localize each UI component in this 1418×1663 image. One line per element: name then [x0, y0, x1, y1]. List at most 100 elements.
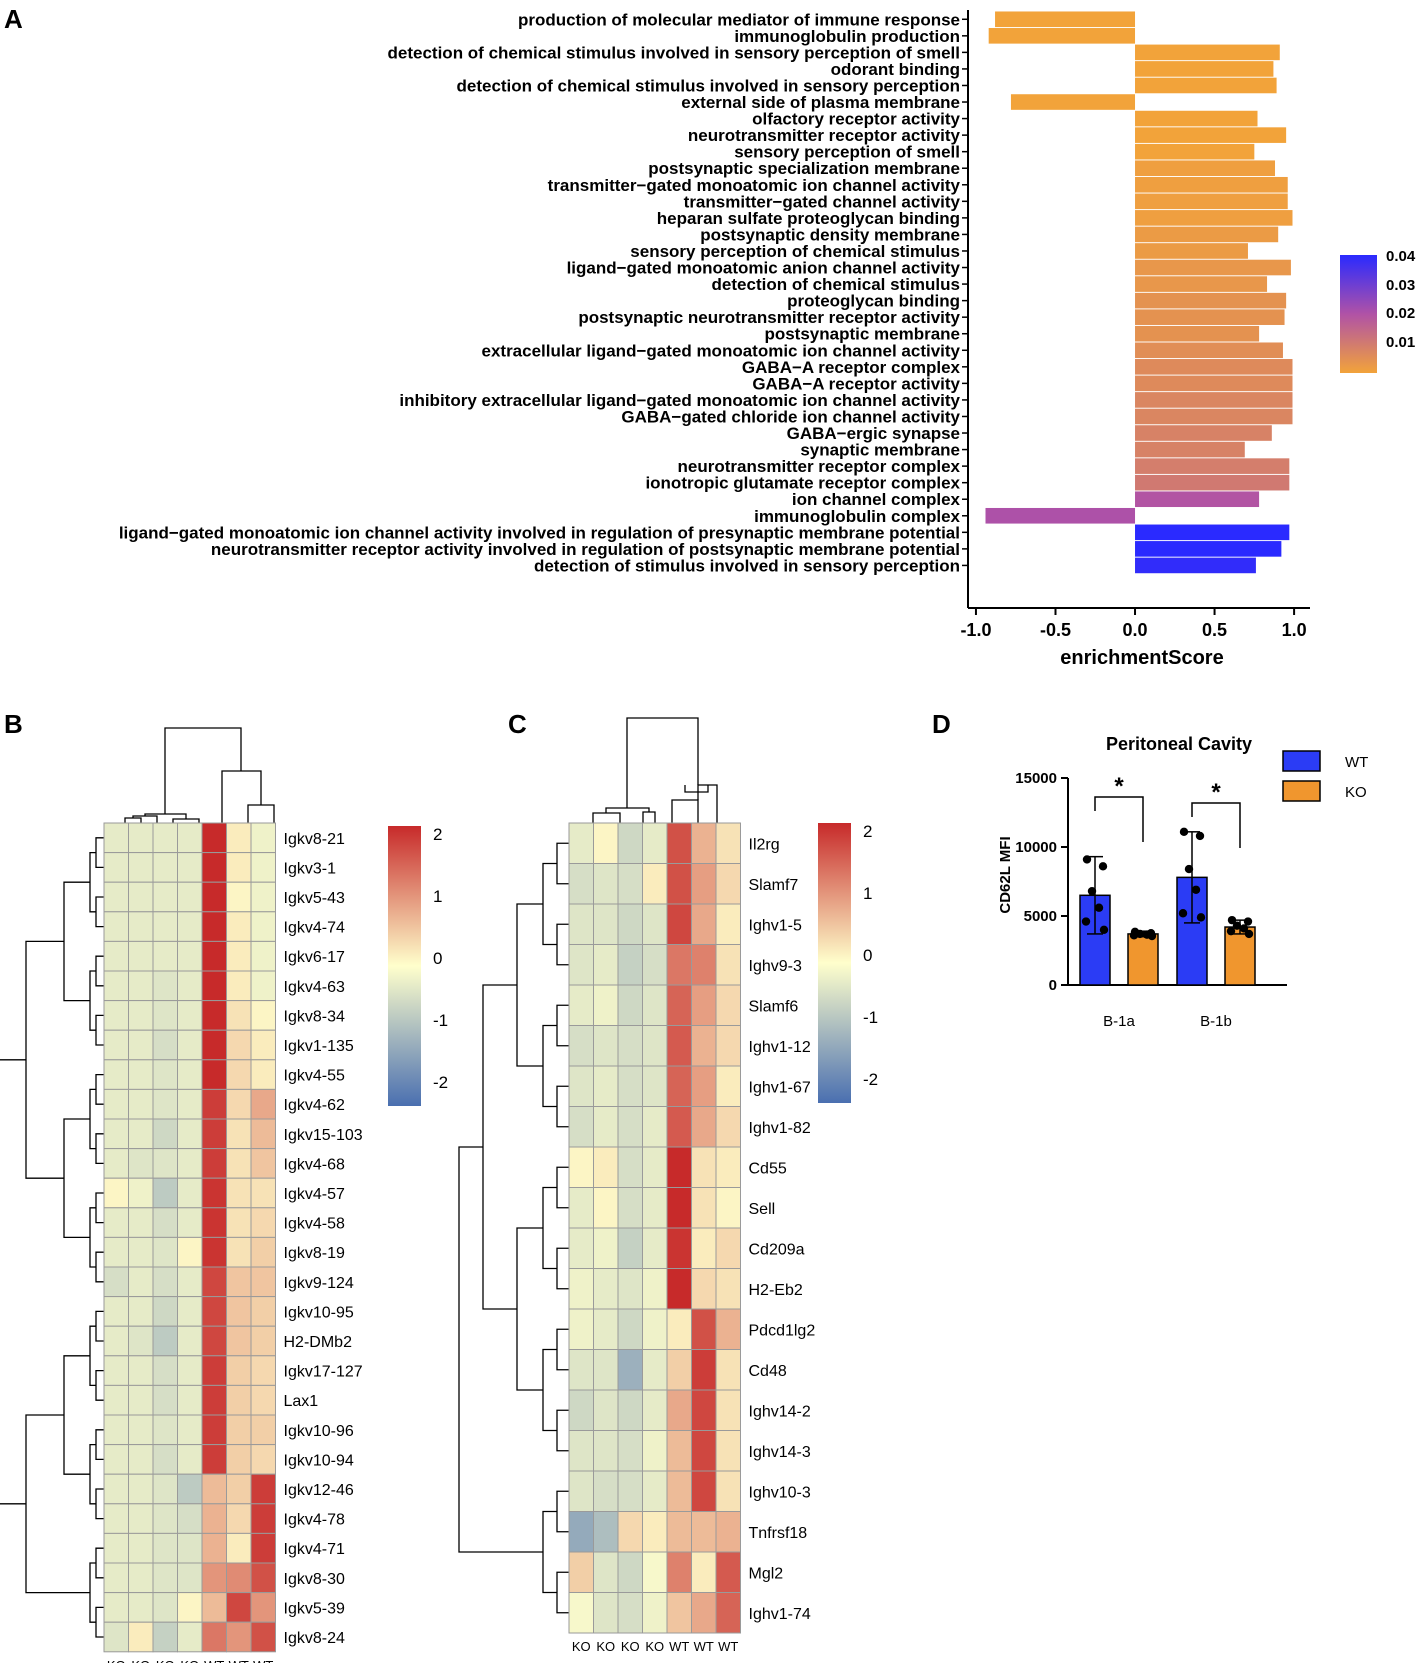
- a-bar: [1135, 127, 1287, 143]
- heatmap-cell: [226, 1562, 252, 1594]
- heatmap-cell: [201, 1118, 227, 1150]
- heatmap-cell: [152, 1444, 178, 1475]
- heatmap-cell: [715, 1389, 741, 1431]
- heatmap-cell: [568, 1025, 594, 1067]
- heatmap-cell: [691, 1227, 717, 1269]
- a-bar: [1135, 359, 1293, 375]
- d-data-point: [1147, 931, 1157, 941]
- heatmap-cell: [152, 1266, 178, 1298]
- heatmap-colorbar-tick: -2: [433, 1073, 448, 1092]
- heatmap-cell: [152, 1148, 178, 1179]
- heatmap-cell: [715, 1511, 741, 1553]
- d-data-point: [1082, 855, 1092, 864]
- heatmap-cell: [152, 1355, 178, 1386]
- heatmap-cell: [593, 1430, 619, 1472]
- heatmap-cell: [201, 881, 227, 913]
- heatmap-cell: [691, 903, 717, 945]
- a-term-label: detection of chemical stimulus involved …: [456, 76, 960, 95]
- d-legend-label: KO: [1345, 784, 1367, 801]
- heatmap-cell: [128, 1029, 154, 1061]
- heatmap-cell: [250, 1621, 276, 1653]
- a-term-label: external side of plasma membrane: [681, 93, 960, 112]
- heatmap-cell: [177, 1325, 203, 1357]
- a-bar: [1135, 77, 1277, 94]
- heatmap-sample-label: KO: [131, 1658, 150, 1663]
- heatmap-cell: [201, 1444, 227, 1475]
- heatmap-cell: [177, 1266, 203, 1298]
- a-bar: [1135, 408, 1293, 425]
- heatmap-cell: [201, 1414, 227, 1446]
- a-bar: [1135, 524, 1290, 541]
- heatmap-cell: [128, 1532, 154, 1564]
- heatmap-sample-label: KO: [180, 1658, 199, 1663]
- heatmap-cell: [103, 1444, 129, 1475]
- d-x-tick-label: B-1a: [1103, 1013, 1135, 1030]
- heatmap-cell: [128, 1414, 154, 1446]
- heatmap-cell: [152, 940, 178, 972]
- a-bar: [1135, 441, 1245, 458]
- heatmap-gene-label: Igkv10-95: [284, 1304, 354, 1321]
- heatmap-cell: [177, 1503, 203, 1534]
- heatmap-cell: [617, 1308, 643, 1350]
- heatmap-gene-label: Igkv4-78: [284, 1512, 345, 1529]
- a-bar: [1135, 143, 1255, 160]
- heatmap-cell: [568, 1187, 594, 1229]
- heatmap-cell: [568, 1146, 594, 1188]
- heatmap-cell: [226, 881, 252, 913]
- heatmap-cell: [568, 1349, 594, 1391]
- heatmap-cell: [250, 1236, 276, 1268]
- a-bar: [1135, 375, 1293, 392]
- a-term-label: sensory perception of chemical stimulus: [630, 242, 960, 261]
- heatmap-gene-label: H2-DMb2: [284, 1334, 353, 1351]
- heatmap-cell: [226, 940, 252, 972]
- a-term-label: GABA−A receptor activity: [752, 374, 960, 393]
- heatmap-cell: [128, 1000, 154, 1031]
- a-bar: [1135, 160, 1276, 177]
- c-colorbar: [818, 823, 851, 1103]
- a-bar: [1135, 557, 1256, 574]
- d-legend-label: WT: [1345, 754, 1368, 771]
- a-term-label: sensory perception of smell: [734, 143, 960, 162]
- heatmap-gene-label: Igkv4-62: [284, 1097, 345, 1114]
- a-bar: [1135, 110, 1258, 127]
- heatmap-cell: [226, 1296, 252, 1327]
- heatmap-cell: [226, 1088, 252, 1120]
- heatmap-cell: [177, 1621, 203, 1653]
- heatmap-gene-label: Ighv1-5: [749, 917, 802, 934]
- heatmap-cell: [152, 1325, 178, 1357]
- heatmap-cell: [226, 1414, 252, 1446]
- heatmap-cell: [715, 1551, 741, 1593]
- heatmap-cell: [103, 1414, 129, 1446]
- heatmap-cell: [177, 970, 203, 1002]
- heatmap-colorbar-tick: 0: [433, 949, 442, 968]
- a-term-label: detection of stimulus involved in sensor…: [534, 556, 960, 575]
- heatmap-colorbar-tick: -2: [863, 1070, 878, 1089]
- heatmap-sample-label: WT: [253, 1658, 273, 1663]
- heatmap-cell: [568, 1592, 594, 1634]
- heatmap-colorbar-tick: -1: [433, 1011, 448, 1030]
- heatmap-cell: [715, 1430, 741, 1472]
- heatmap-cell: [617, 1511, 643, 1553]
- heatmap-cell: [226, 1444, 252, 1475]
- heatmap-cell: [568, 1268, 594, 1310]
- a-term-label: inhibitory extracellular ligand−gated mo…: [399, 391, 960, 410]
- heatmap-cell: [177, 1000, 203, 1031]
- heatmap-cell: [593, 1592, 619, 1634]
- heatmap-cell: [152, 1621, 178, 1653]
- a-bar: [1135, 474, 1290, 491]
- heatmap-cell: [103, 1177, 129, 1209]
- d-significance-star: *: [1211, 779, 1221, 806]
- heatmap-cell: [666, 903, 692, 945]
- heatmap-cell: [250, 1532, 276, 1564]
- heatmap-cell: [666, 1106, 692, 1148]
- heatmap-gene-label: Igkv4-71: [284, 1541, 345, 1558]
- heatmap-cell: [642, 1551, 668, 1593]
- a-colorbar-tick: 0.04: [1386, 248, 1416, 265]
- a-bar: [1135, 325, 1260, 342]
- d-y-tick-label: 10000: [1015, 839, 1057, 856]
- heatmap-cell: [103, 822, 129, 854]
- heatmap-sample-label: KO: [645, 1639, 664, 1654]
- d-data-point: [1226, 926, 1236, 936]
- panel-label-b: B: [4, 709, 23, 739]
- heatmap-cell: [666, 822, 692, 864]
